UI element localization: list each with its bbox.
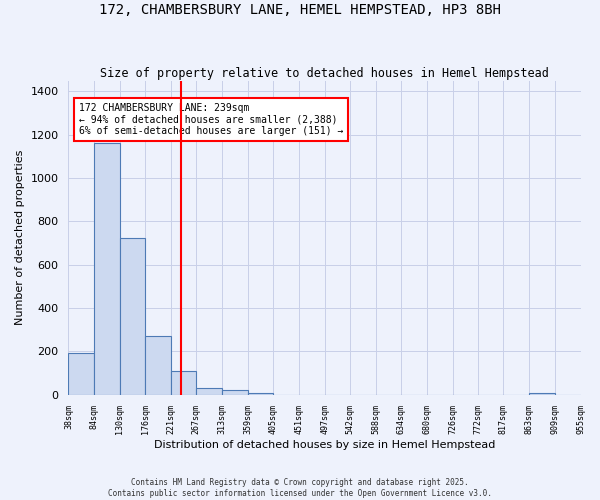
Text: 172 CHAMBERSBURY LANE: 239sqm
← 94% of detached houses are smaller (2,388)
6% of: 172 CHAMBERSBURY LANE: 239sqm ← 94% of d…: [79, 102, 343, 136]
Bar: [248, 392, 274, 394]
Bar: [68, 353, 94, 395]
Text: Contains HM Land Registry data © Crown copyright and database right 2025.
Contai: Contains HM Land Registry data © Crown c…: [108, 478, 492, 498]
Title: Size of property relative to detached houses in Hemel Hempstead: Size of property relative to detached ho…: [100, 66, 549, 80]
Bar: [196, 388, 222, 394]
Bar: [94, 143, 120, 395]
Bar: [170, 371, 196, 394]
Bar: [529, 392, 555, 394]
Bar: [120, 238, 145, 394]
Bar: [222, 390, 248, 394]
Y-axis label: Number of detached properties: Number of detached properties: [15, 150, 25, 326]
Text: 172, CHAMBERSBURY LANE, HEMEL HEMPSTEAD, HP3 8BH: 172, CHAMBERSBURY LANE, HEMEL HEMPSTEAD,…: [99, 2, 501, 16]
Bar: [145, 336, 170, 394]
X-axis label: Distribution of detached houses by size in Hemel Hempstead: Distribution of detached houses by size …: [154, 440, 495, 450]
